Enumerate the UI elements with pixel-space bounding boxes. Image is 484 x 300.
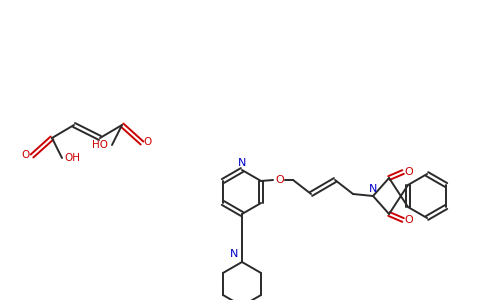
- Text: N: N: [369, 184, 377, 194]
- Text: O: O: [22, 150, 30, 160]
- Text: O: O: [276, 175, 285, 185]
- Text: N: N: [230, 249, 238, 259]
- Text: HO: HO: [92, 140, 108, 150]
- Text: O: O: [405, 215, 413, 225]
- Text: O: O: [405, 167, 413, 177]
- Text: OH: OH: [64, 153, 80, 163]
- Text: N: N: [238, 158, 246, 168]
- Text: O: O: [144, 137, 152, 147]
